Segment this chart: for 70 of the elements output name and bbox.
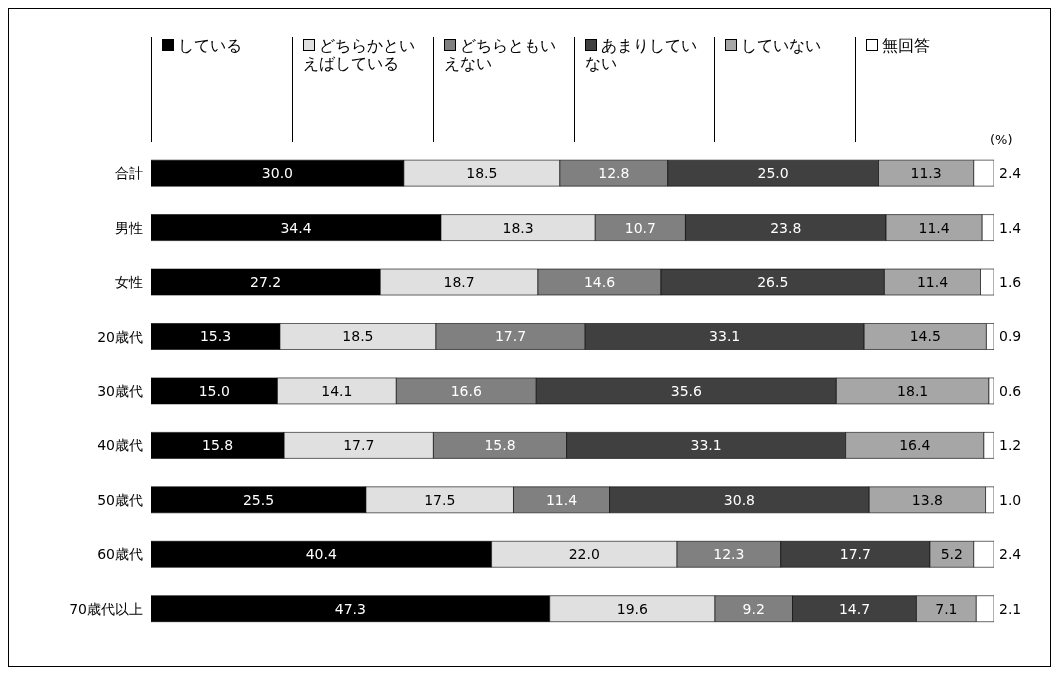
data-label: 7.1 [935, 600, 958, 617]
data-label: 15.0 [198, 382, 230, 399]
data-label: 14.6 [583, 274, 616, 291]
data-label: 11.4 [545, 491, 578, 508]
data-label: 1.4 [999, 219, 1022, 236]
data-label: 15.8 [202, 437, 234, 454]
data-label: 14.5 [909, 328, 941, 345]
data-label: 11.3 [910, 165, 942, 182]
data-label: 0.6 [999, 382, 1022, 399]
y-tick-label: 60歳代 [97, 546, 143, 563]
data-label: 25.5 [242, 491, 275, 508]
data-label: 13.8 [911, 491, 943, 508]
data-label: 2.1 [999, 600, 1022, 617]
legend-label: どちらともいえない [432, 36, 563, 142]
data-label: 30.0 [261, 165, 294, 182]
data-label: 11.4 [916, 274, 949, 291]
data-label: 30.8 [723, 491, 755, 508]
data-label: 12.8 [598, 165, 630, 182]
y-tick-label: 70歳代以上 [69, 600, 143, 617]
data-label: 15.3 [199, 328, 232, 345]
data-label: 16.6 [450, 382, 482, 399]
legend-label: どちらかといえばしている [291, 36, 422, 142]
data-label: 33.1 [709, 328, 741, 345]
y-tick-label: 男性 [115, 219, 143, 236]
legend-label: している [151, 36, 281, 142]
data-label: 47.3 [334, 600, 366, 617]
data-label: 22.0 [568, 546, 600, 563]
data-label: 35.6 [670, 382, 702, 399]
data-label: 40.4 [305, 546, 337, 563]
data-label: 17.7 [343, 437, 375, 454]
y-tick-label: 50歳代 [97, 491, 143, 508]
legend-label: あまりしていない [573, 36, 704, 142]
data-label: 26.5 [757, 274, 789, 291]
legend-label: していない [714, 36, 845, 142]
data-label: 17.7 [494, 328, 527, 345]
data-label: 34.4 [280, 219, 312, 236]
y-tick-label: 30歳代 [97, 382, 143, 399]
data-label: 17.7 [839, 546, 871, 563]
data-label: 11.4 [918, 219, 950, 236]
data-label: 18.5 [466, 165, 498, 182]
data-label: 16.4 [899, 437, 931, 454]
data-label: 1.0 [999, 491, 1022, 508]
data-label: 14.7 [838, 600, 871, 617]
data-label: 5.2 [940, 546, 963, 563]
data-label: 23.8 [770, 219, 802, 236]
data-label: 10.7 [624, 219, 656, 236]
data-label: 9.2 [742, 600, 765, 617]
data-label: 2.4 [999, 165, 1022, 182]
data-label: 1.2 [999, 437, 1022, 454]
data-label: 33.1 [690, 437, 722, 454]
data-label: 17.5 [424, 491, 456, 508]
data-label: 14.1 [321, 382, 353, 399]
data-label: 18.7 [443, 274, 475, 291]
data-label: 25.0 [757, 165, 789, 182]
annotation: (%) [990, 132, 1013, 147]
y-tick-label: 女性 [115, 274, 143, 291]
y-tick-label: 20歳代 [97, 328, 143, 345]
data-label: 18.5 [342, 328, 374, 345]
y-tick-label: 40歳代 [97, 437, 143, 454]
y-tick-label: 合計 [115, 165, 143, 182]
data-label: 0.9 [999, 328, 1022, 345]
data-label: 27.2 [250, 274, 282, 291]
data-label: 18.1 [897, 382, 929, 399]
data-label: 1.6 [999, 274, 1022, 291]
data-label: 15.8 [484, 437, 516, 454]
data-label: 19.6 [616, 600, 649, 617]
legend-label: 無回答 [855, 36, 985, 142]
data-label: 18.3 [502, 219, 534, 236]
data-label: 2.4 [999, 546, 1022, 563]
data-label: 12.3 [713, 546, 745, 563]
